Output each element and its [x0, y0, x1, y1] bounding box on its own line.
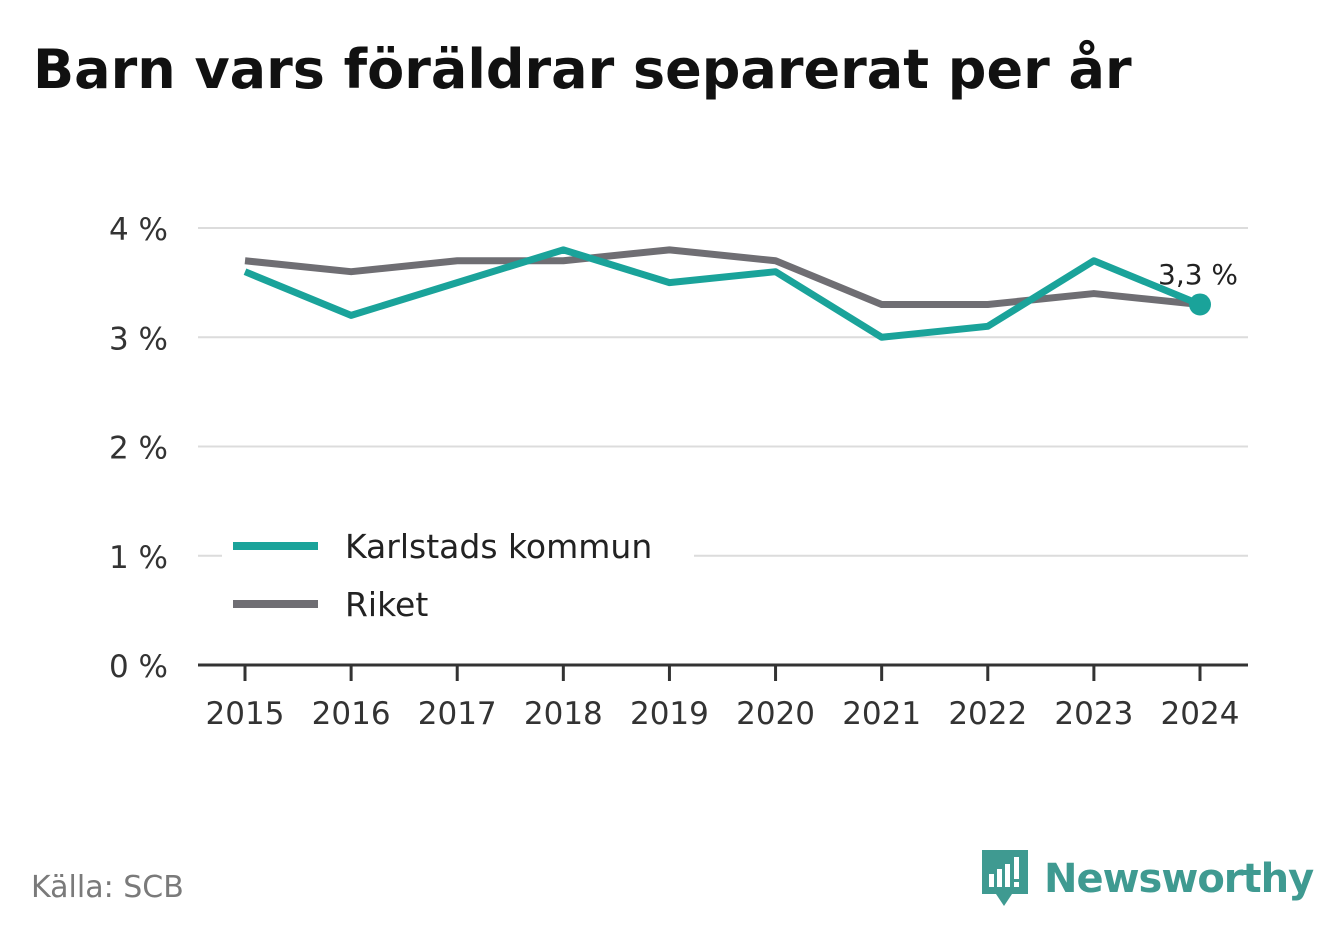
x-tick-label: 2017	[418, 696, 497, 732]
x-tick-label: 2023	[1054, 696, 1133, 732]
end-point-marker	[1189, 293, 1211, 316]
brand-name: Newsworthy	[1044, 856, 1314, 902]
y-tick-label: 3 %	[109, 321, 168, 357]
y-tick-label: 4 %	[109, 212, 168, 248]
x-tick-label: 2024	[1161, 696, 1240, 732]
series-line-karlstads-kommun	[243, 246, 1202, 341]
y-tick-label: 2 %	[109, 431, 168, 467]
legend-label: Karlstads kommun	[345, 527, 652, 566]
bar-chart-speech-bubble-icon	[982, 850, 1028, 906]
legend: Karlstads kommun Riket	[222, 520, 694, 630]
y-axis-ticks: 0 % 1 % 2 % 3 % 4 %	[109, 212, 168, 685]
y-tick-label: 0 %	[109, 649, 168, 685]
x-tick-label: 2019	[630, 696, 709, 732]
x-tick-label: 2022	[948, 696, 1027, 732]
y-tick-label: 1 %	[109, 540, 168, 576]
legend-label: Riket	[345, 585, 428, 624]
series-lines	[243, 246, 1202, 341]
legend-background	[222, 520, 694, 630]
x-tick-label: 2020	[736, 696, 815, 732]
annotations: 3,3 %	[1158, 258, 1238, 316]
x-tick-label: 2021	[842, 696, 921, 732]
series-line-riket	[244, 246, 1201, 308]
x-axis	[198, 663, 1248, 681]
x-tick-label: 2016	[312, 696, 391, 732]
x-tick-label: 2015	[206, 696, 285, 732]
chart-title: Barn vars föräldrar separerat per år	[33, 38, 1132, 101]
source-note: Källa: SCB	[31, 870, 184, 905]
x-tick-label: 2018	[524, 696, 603, 732]
end-point-label: 3,3 %	[1158, 258, 1238, 291]
brand-logo: Newsworthy	[980, 848, 1314, 910]
x-axis-ticks: 2015 2016 2017 2018 2019 2020 2021 2022 2023 2024	[206, 696, 1240, 732]
